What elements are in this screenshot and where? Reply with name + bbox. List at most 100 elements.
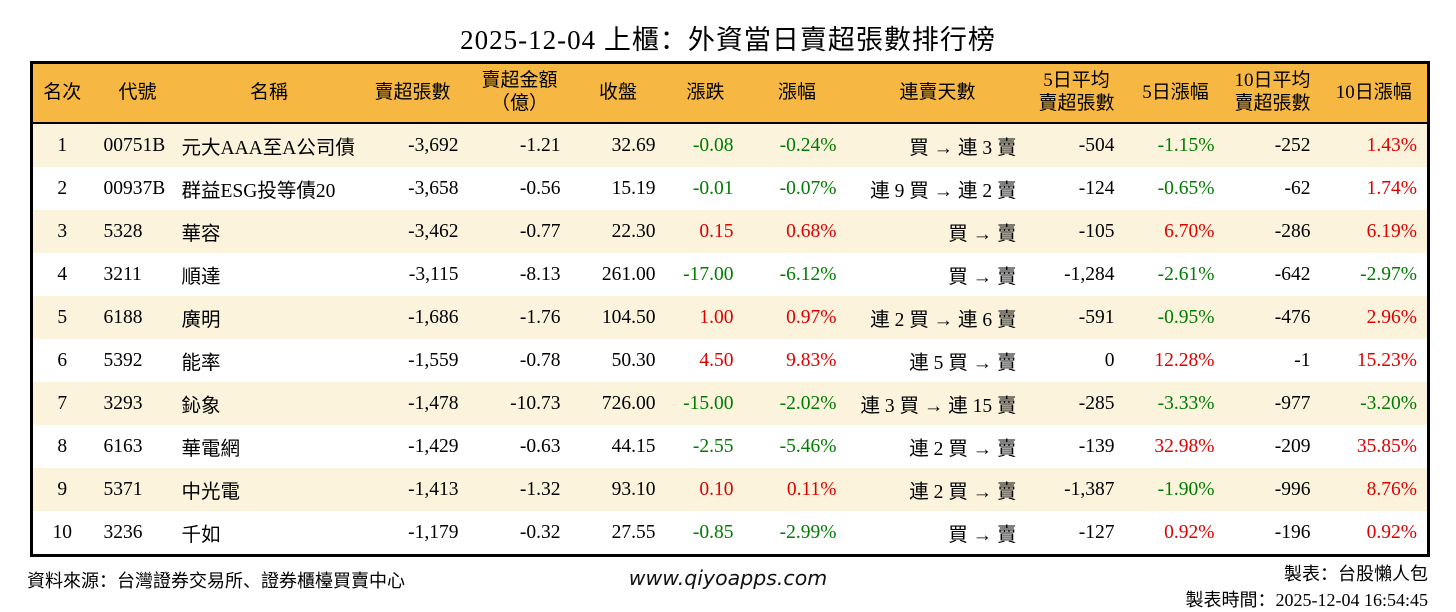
cell-change-pct-10d: 1.43% — [1366, 134, 1417, 156]
cell-change-pct: 9.83% — [786, 349, 837, 371]
col-header-change: 漲跌 — [665, 62, 746, 124]
cell-avg5-sell-volume: -139 — [1078, 435, 1115, 457]
cell-rank: 8 — [57, 435, 68, 457]
cell-change-pct-10d: 15.23% — [1356, 349, 1417, 371]
cell-change-pct: 0.68% — [786, 220, 837, 242]
cell-change-pct-10d: -2.97% — [1360, 263, 1417, 285]
cell-name: 中光電 — [181, 482, 241, 503]
col-header-sell-amount: 賣超金額 （億） — [468, 62, 571, 124]
cell-name: 廣明 — [181, 310, 221, 331]
cell-close-price: 93.10 — [611, 478, 656, 500]
cell-change-pct-10d: 2.96% — [1366, 306, 1417, 328]
cell-change: 0.10 — [699, 478, 734, 500]
cell-change-pct-5d: -0.65% — [1157, 177, 1215, 199]
col-header-sell-volume: 賣超張數 — [356, 62, 469, 124]
footer-website: www.qiyoapps.com — [628, 566, 828, 590]
cell-avg10-sell-volume: -252 — [1274, 134, 1311, 156]
col-header-name: 名稱 — [171, 62, 357, 124]
cell-change-pct: -6.12% — [779, 263, 837, 285]
col-header-avg5-sell-volume: 5日平均 賣超張數 — [1026, 62, 1127, 124]
col-header-avg10-sell-volume: 10日平均 賣超張數 — [1224, 62, 1321, 124]
cell-sell-volume: -3,462 — [408, 220, 459, 242]
cell-sell-amount: -8.13 — [519, 263, 561, 285]
cell-sell-amount: -0.56 — [519, 177, 561, 199]
cell-streak: 買 → 賣 — [948, 224, 1017, 245]
cell-change: 0.15 — [699, 220, 734, 242]
cell-close-price: 261.00 — [601, 263, 656, 285]
cell-change-pct: -2.02% — [779, 392, 837, 414]
cell-rank: 5 — [57, 306, 68, 328]
cell-sell-volume: -1,413 — [408, 478, 459, 500]
cell-streak: 連 2 買 → 賣 — [909, 439, 1017, 460]
cell-code: 00751B — [103, 134, 166, 156]
cell-change: -0.85 — [692, 521, 734, 543]
cell-streak: 買 → 賣 — [948, 267, 1017, 288]
table-row: 1 00751B 元大AAA至A公司債 -3,692 -1.21 32.69 -0.08 -0… — [31, 123, 1429, 167]
cell-close-price: 27.55 — [611, 521, 656, 543]
cell-streak: 連 2 買 → 連 6 賣 — [870, 310, 1017, 331]
cell-avg10-sell-volume: -977 — [1274, 392, 1311, 414]
cell-change-pct-10d: 0.92% — [1366, 521, 1417, 543]
col-header-rank: 名次 — [31, 62, 92, 124]
cell-avg5-sell-volume: -1,284 — [1064, 263, 1115, 285]
footer-maker: 製表：台股懶人包 — [1284, 564, 1428, 584]
cell-change: 1.00 — [699, 306, 734, 328]
cell-close-price: 44.15 — [611, 435, 656, 457]
cell-change-pct: 0.11% — [786, 478, 837, 500]
cell-sell-amount: -0.77 — [519, 220, 561, 242]
cell-sell-volume: -3,658 — [408, 177, 459, 199]
cell-avg5-sell-volume: -504 — [1078, 134, 1115, 156]
cell-name: 順達 — [181, 267, 221, 288]
cell-avg10-sell-volume: -209 — [1274, 435, 1311, 457]
cell-rank: 10 — [52, 521, 73, 543]
cell-streak: 買 → 連 3 賣 — [909, 138, 1017, 159]
table-header-row: 名次 代號 名稱 賣超張數 賣超金額 （億） 收盤 漲跌 漲幅 連賣天數 5日平均 賣超張數 5日漲… — [31, 62, 1429, 124]
cell-sell-volume: -1,686 — [408, 306, 459, 328]
cell-avg5-sell-volume: -1,387 — [1064, 478, 1115, 500]
table-row: 4 3211 順達 -3,115 -8.13 261.00 -17.00 -6.12% 買 → … — [31, 253, 1429, 296]
table-header: 名次 代號 名稱 賣超張數 賣超金額 （億） 收盤 漲跌 漲幅 連賣天數 5日平均 賣超張數 5日漲… — [31, 62, 1429, 124]
cell-avg10-sell-volume: -196 — [1274, 521, 1311, 543]
table-row: 6 5392 能率 -1,559 -0.78 50.30 4.50 9.83% 連 5 買 → … — [31, 339, 1429, 382]
cell-avg10-sell-volume: -1 — [1294, 349, 1311, 371]
cell-sell-amount: -1.21 — [519, 134, 561, 156]
cell-sell-volume: -1,559 — [408, 349, 459, 371]
cell-streak: 連 2 買 → 賣 — [909, 482, 1017, 503]
cell-close-price: 32.69 — [611, 134, 656, 156]
cell-sell-amount: -1.76 — [519, 306, 561, 328]
cell-sell-volume: -1,429 — [408, 435, 459, 457]
col-header-streak: 連賣天數 — [848, 62, 1027, 124]
cell-sell-volume: -1,179 — [408, 521, 459, 543]
cell-name: 華電網 — [181, 439, 241, 460]
cell-avg5-sell-volume: -591 — [1078, 306, 1115, 328]
cell-code: 3293 — [103, 392, 143, 414]
cell-rank: 2 — [57, 177, 68, 199]
page-title: 2025-12-04 上櫃：外資當日賣超張數排行榜 — [460, 25, 996, 55]
cell-sell-volume: -3,692 — [408, 134, 459, 156]
cell-rank: 4 — [57, 263, 68, 285]
col-header-change-pct: 漲幅 — [745, 62, 849, 124]
cell-avg10-sell-volume: -996 — [1274, 478, 1311, 500]
cell-change-pct: -0.24% — [779, 134, 837, 156]
cell-avg5-sell-volume: -105 — [1078, 220, 1115, 242]
cell-name: 千如 — [181, 525, 221, 546]
cell-avg5-sell-volume: -127 — [1078, 521, 1115, 543]
cell-rank: 1 — [57, 134, 68, 156]
cell-sell-amount: -1.32 — [519, 478, 561, 500]
cell-sell-volume: -3,115 — [408, 263, 459, 285]
cell-name: 華容 — [181, 224, 221, 245]
cell-change-pct-10d: 6.19% — [1366, 220, 1417, 242]
cell-rank: 7 — [57, 392, 68, 414]
cell-close-price: 50.30 — [611, 349, 656, 371]
cell-code: 3236 — [103, 521, 143, 543]
table-row: 7 3293 鈊象 -1,478 -10.73 726.00 -15.00 -2.02% 連 3… — [31, 382, 1429, 425]
cell-code: 5371 — [103, 478, 143, 500]
cell-close-price: 15.19 — [611, 177, 656, 199]
cell-change-pct-5d: -1.90% — [1157, 478, 1215, 500]
cell-streak: 連 5 買 → 賣 — [909, 353, 1017, 374]
cell-close-price: 104.50 — [601, 306, 656, 328]
col-header-change-pct-10d: 10日漲幅 — [1320, 62, 1429, 124]
cell-change-pct-5d: 12.28% — [1154, 349, 1215, 371]
cell-change-pct-5d: -2.61% — [1157, 263, 1215, 285]
cell-change: 4.50 — [699, 349, 734, 371]
